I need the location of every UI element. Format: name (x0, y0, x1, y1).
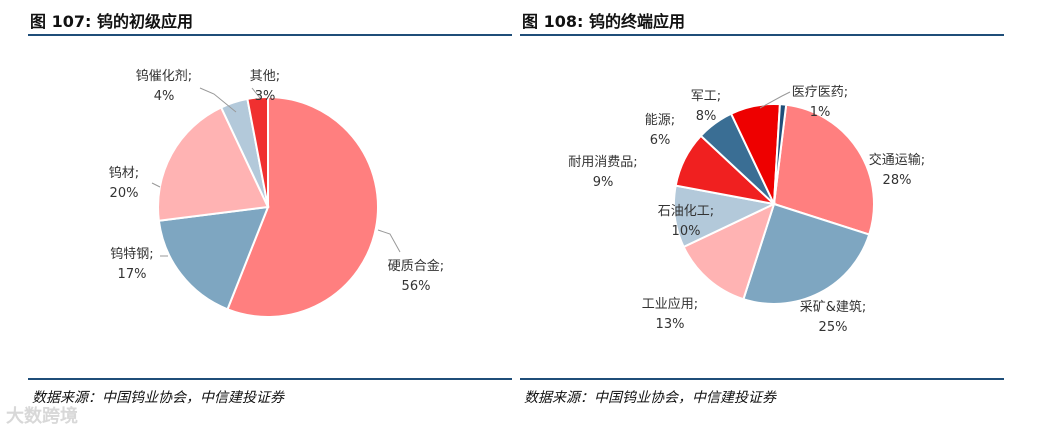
slice-label: 采矿&建筑; (800, 299, 867, 315)
slice-label: 耐用消费品; (568, 155, 637, 170)
slice-label: 医疗医药; (792, 85, 848, 100)
pie-chart-primary-uses: 硬质合金; 56% 钨特钢; 17% 钨材; 20% 钨催化剂; 4% 其他; 3% (109, 68, 444, 318)
pie-slice (157, 106, 270, 222)
slice-label: 其他; (250, 69, 280, 84)
slice-label: 钨材; (109, 165, 139, 181)
leader-line (377, 229, 401, 253)
pie-chart-end-uses: 交通运输; 28% 采矿&建筑; 25% 工业应用; 13% 石油化工; 10% 耐用消费品; 9… (568, 85, 925, 335)
slice-label: 钨催化剂; (136, 68, 192, 84)
slice-percent: 17% (118, 267, 147, 282)
chart-title: 图 107: 钨的初级应用 (30, 12, 193, 31)
slice-percent: 1% (810, 105, 831, 120)
top-divider (520, 34, 1004, 36)
slice-percent: 3% (255, 89, 276, 104)
slice-percent: 6% (650, 133, 671, 148)
source-note: 数据来源：中国钨业协会，中信建投证券 (32, 390, 284, 406)
leader-line (251, 87, 261, 99)
slice-label: 交通运输; (869, 152, 925, 168)
source-note: 数据来源：中国钨业协会，中信建投证券 (524, 390, 776, 406)
slice-percent: 8% (696, 109, 717, 124)
bottom-divider (28, 378, 512, 380)
slice-percent: 4% (154, 89, 175, 104)
slice-label: 能源; (645, 113, 675, 128)
slice-percent: 10% (672, 224, 701, 239)
slice-label: 钨特钢; (110, 246, 153, 262)
leader-line (199, 87, 237, 113)
chart-panel-primary-uses: 图 107: 钨的初级应用 硬质合金; 56% 钨特钢; 17% 钨材; 20% 钨催化剂;… (28, 0, 516, 436)
watermark-logo: 大数跨境 (6, 406, 78, 427)
slice-label: 硬质合金; (388, 258, 444, 274)
bottom-divider (520, 378, 1004, 380)
slice-percent: 13% (656, 317, 685, 332)
slice-percent: 9% (593, 175, 614, 190)
slice-percent: 28% (883, 173, 912, 188)
chart-title: 图 108: 钨的终端应用 (522, 12, 685, 31)
pie-slice (226, 95, 379, 318)
slice-label: 军工; (691, 89, 721, 104)
slice-percent: 25% (819, 320, 848, 335)
pie-slice (742, 202, 871, 305)
chart-panel-end-uses: 图 108: 钨的终端应用 交通运输; 28% 采矿&建筑; 25% 工业应用; 13% 石… (520, 0, 1008, 436)
slice-label: 工业应用; (642, 296, 698, 312)
pie-slice (682, 202, 776, 301)
leader-line (151, 182, 161, 188)
leader-line (759, 91, 791, 109)
pie-slice (157, 205, 270, 311)
pie-slice (246, 95, 269, 208)
top-divider (28, 34, 512, 36)
slice-percent: 20% (110, 186, 139, 201)
slice-label: 石油化工; (658, 204, 714, 219)
pie-slice (773, 103, 788, 205)
slice-percent: 56% (402, 279, 431, 294)
pie-slice (772, 103, 875, 236)
